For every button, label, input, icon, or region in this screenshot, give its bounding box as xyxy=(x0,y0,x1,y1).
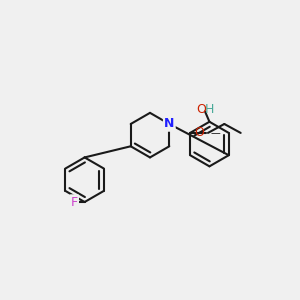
Text: O: O xyxy=(194,126,204,140)
Text: —: — xyxy=(211,128,220,138)
Text: N: N xyxy=(164,118,175,130)
Text: F: F xyxy=(70,196,78,208)
Text: O: O xyxy=(196,103,206,116)
Text: H: H xyxy=(205,103,214,116)
